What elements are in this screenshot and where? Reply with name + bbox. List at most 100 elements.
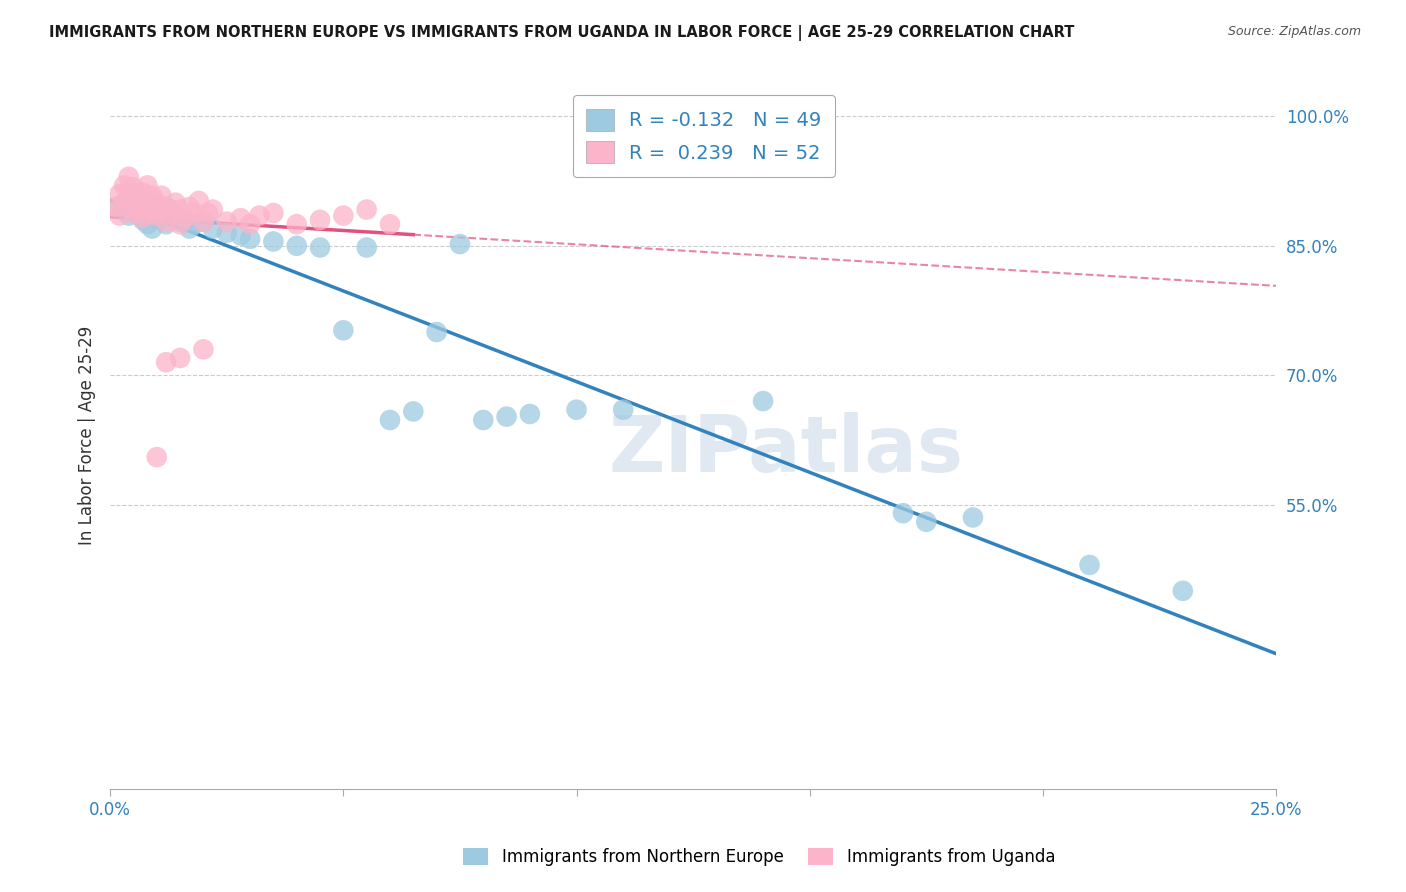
Point xyxy=(197,206,219,220)
Point xyxy=(122,206,145,220)
Text: IMMIGRANTS FROM NORTHERN EUROPE VS IMMIGRANTS FROM UGANDA IN LABOR FORCE | AGE 2: IMMIGRANTS FROM NORTHERN EUROPE VS IMMIG… xyxy=(49,25,1074,41)
Point xyxy=(262,206,284,220)
Point xyxy=(378,217,401,231)
Point xyxy=(136,191,159,205)
Point xyxy=(262,235,284,249)
Point xyxy=(127,200,149,214)
Point xyxy=(309,213,332,227)
Point xyxy=(150,188,173,202)
Point xyxy=(472,413,495,427)
Point xyxy=(118,200,141,214)
Point xyxy=(247,209,270,223)
Point xyxy=(962,510,984,524)
Point xyxy=(108,187,131,202)
Point xyxy=(356,202,378,217)
Point xyxy=(426,325,449,339)
Point xyxy=(118,183,141,197)
Point xyxy=(183,217,205,231)
Point xyxy=(891,506,914,520)
Point xyxy=(132,211,155,226)
Point xyxy=(122,180,145,194)
Point xyxy=(136,217,159,231)
Point xyxy=(127,206,149,220)
Point xyxy=(141,202,163,217)
Point xyxy=(449,237,471,252)
Point xyxy=(112,178,135,193)
Point xyxy=(378,413,401,427)
Point xyxy=(155,214,177,228)
Point xyxy=(612,402,634,417)
Point xyxy=(201,202,224,217)
Point xyxy=(187,194,209,208)
Point xyxy=(150,213,173,227)
Point xyxy=(169,351,191,365)
Point xyxy=(179,200,201,214)
Legend: Immigrants from Northern Europe, Immigrants from Uganda: Immigrants from Northern Europe, Immigra… xyxy=(457,841,1062,873)
Point xyxy=(146,209,169,223)
Text: Source: ZipAtlas.com: Source: ZipAtlas.com xyxy=(1227,25,1361,38)
Point xyxy=(146,209,169,223)
Point xyxy=(150,202,173,217)
Point xyxy=(309,240,332,254)
Point xyxy=(141,221,163,235)
Point xyxy=(519,407,541,421)
Point xyxy=(229,211,252,226)
Point xyxy=(118,191,141,205)
Point xyxy=(146,200,169,214)
Point xyxy=(495,409,517,424)
Point xyxy=(169,217,191,231)
Point xyxy=(122,194,145,208)
Y-axis label: In Labor Force | Age 25-29: In Labor Force | Age 25-29 xyxy=(79,326,96,545)
Point xyxy=(201,221,224,235)
Point xyxy=(179,221,201,235)
Point xyxy=(112,195,135,210)
Point xyxy=(193,214,215,228)
Point xyxy=(155,217,177,231)
Point xyxy=(169,214,191,228)
Point xyxy=(104,200,127,214)
Point xyxy=(239,217,262,231)
Point xyxy=(332,323,354,337)
Point xyxy=(127,200,149,214)
Point xyxy=(146,195,169,210)
Point xyxy=(1078,558,1101,572)
Point xyxy=(229,228,252,243)
Point xyxy=(173,211,195,226)
Point xyxy=(122,187,145,202)
Point xyxy=(169,202,191,217)
Point xyxy=(155,200,177,214)
Point xyxy=(112,195,135,210)
Point xyxy=(402,404,425,418)
Point xyxy=(159,202,181,217)
Point xyxy=(146,450,169,464)
Point xyxy=(565,402,588,417)
Point xyxy=(132,202,155,217)
Point xyxy=(127,187,149,202)
Point xyxy=(132,186,155,200)
Point xyxy=(118,209,141,223)
Point xyxy=(285,217,308,231)
Point xyxy=(285,239,308,253)
Legend: R = -0.132   N = 49, R =  0.239   N = 52: R = -0.132 N = 49, R = 0.239 N = 52 xyxy=(572,95,835,177)
Point xyxy=(108,200,131,214)
Point xyxy=(193,214,215,228)
Point xyxy=(1171,583,1194,598)
Point xyxy=(108,209,131,223)
Point xyxy=(118,169,141,184)
Point xyxy=(915,515,938,529)
Text: ZIPatlas: ZIPatlas xyxy=(609,412,965,488)
Point xyxy=(193,343,215,357)
Point xyxy=(141,188,163,202)
Point xyxy=(159,206,181,220)
Point xyxy=(132,213,155,227)
Point xyxy=(122,204,145,219)
Point xyxy=(136,178,159,193)
Point xyxy=(141,206,163,220)
Point xyxy=(183,206,205,220)
Point xyxy=(332,209,354,223)
Point xyxy=(239,232,262,246)
Point xyxy=(165,195,187,210)
Point xyxy=(136,195,159,210)
Point xyxy=(165,211,187,225)
Point xyxy=(356,240,378,254)
